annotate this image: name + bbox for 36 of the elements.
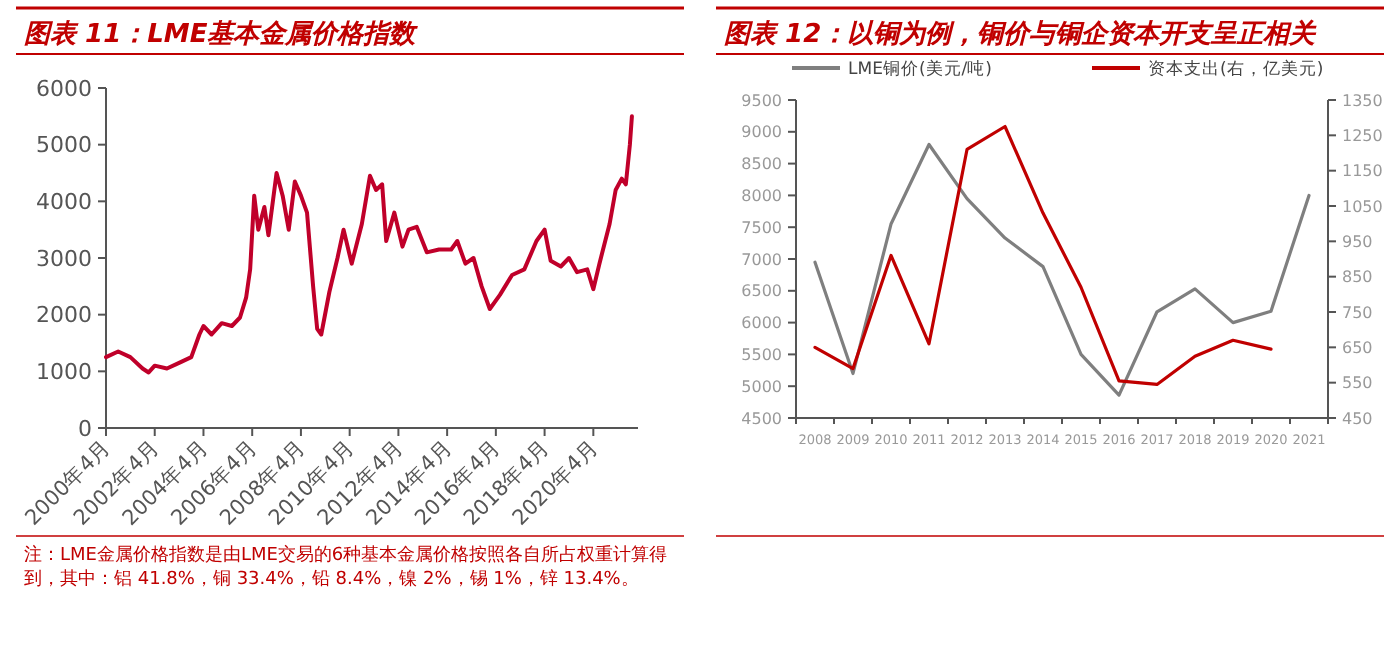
y-tick-label: 6000 — [741, 314, 782, 333]
y2-tick-label: 1050 — [1342, 197, 1383, 216]
y-tick-label: 4000 — [36, 189, 92, 216]
y2-tick-label: 950 — [1342, 232, 1373, 251]
line-series — [813, 124, 1273, 387]
line-series — [104, 114, 634, 375]
y-tick-label: 0 — [78, 415, 92, 442]
y-tick-label: 5000 — [36, 132, 92, 159]
y2-tick-label: 750 — [1342, 303, 1373, 322]
y2-tick-label: 1350 — [1342, 91, 1383, 110]
y-tick-label: 9000 — [741, 123, 782, 142]
y-tick-label: 3000 — [36, 245, 92, 272]
y-tick-label: 7000 — [741, 250, 782, 269]
y2-tick-label: 1250 — [1342, 126, 1383, 145]
text: 注：LME金属价格指数是由LME交易的6种基本金属价格按照各自所占权重计算得到，其中：铝 41.8%，铜 33.4%，铅 8.4%，镍 2%，锡 1%，锌 13.4%。 — [24, 544, 668, 590]
y-tick-label: 5500 — [741, 346, 782, 364]
line-series — [813, 142, 1311, 397]
y-tick-label: 1000 — [36, 359, 92, 386]
chart-title: 图表 11：LME基本金属价格指数 — [24, 20, 420, 50]
y2-tick-label: 850 — [1342, 268, 1373, 287]
y-tick-label: 5000 — [741, 377, 782, 396]
y2-tick-label: 1150 — [1342, 162, 1383, 181]
chart-title: 图表 12：以铜为例，铜价与铜企资本开支呈正相关 — [724, 18, 1318, 50]
y2-tick-label: 450 — [1342, 409, 1373, 428]
legend-label: LME铜价(美元/吨) — [848, 58, 992, 80]
legend-label: 资本支出(右，亿美元) — [1148, 58, 1324, 80]
y-tick-label: 8000 — [741, 187, 782, 205]
y2-tick-label: 650 — [1342, 338, 1373, 357]
y-tick-label: 9500 — [741, 91, 782, 110]
y-tick-label: 6000 — [36, 75, 92, 102]
y-tick-label: 8500 — [741, 155, 782, 174]
y-tick-label: 2000 — [36, 302, 92, 329]
y-tick-label: 4500 — [741, 409, 782, 428]
y2-tick-label: 550 — [1342, 374, 1373, 393]
y-tick-label: 6500 — [741, 282, 782, 301]
y-tick-label: 7500 — [741, 218, 782, 237]
